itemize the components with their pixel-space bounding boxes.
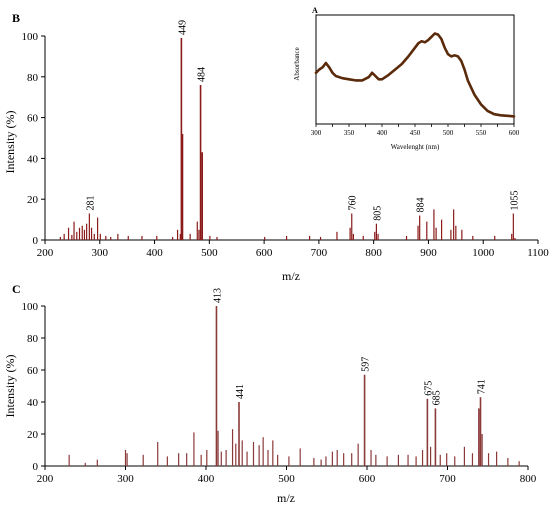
panel-c-peak-label: 413 [212,288,223,303]
panel-b-y-tick-label: 0 [33,235,39,247]
panel-a-x-tick-label: 450 [410,129,421,137]
panel-a-label: A [312,6,318,15]
panel-b-x-tick-label: 200 [37,247,54,259]
panel-b-axes: 200 300 400 500 600 700 800 900 1000 1100 0 20 40 60 8… [22,31,550,259]
panel-b-x-tick-label: 800 [365,247,382,259]
panel-b-peak-label: 449 [177,20,188,35]
panel-b-x-tick-label: 1000 [472,247,495,259]
panel-b-x-tick-label: 1100 [527,247,549,259]
panel-b-x-tick-label: 900 [420,247,437,259]
panel-a-x-tick-label: 400 [377,129,388,137]
panel-c-y-axis-title: Intensity (%) [3,355,17,418]
panel-c-peak-label: 441 [235,384,246,399]
panel-c-y-tick-label: 60 [27,365,39,377]
panel-c-y-tick-label: 100 [22,301,39,313]
panel-c-spectrum: C Intensity (%) m/z 200 300 400 500 600 700 80… [3,282,537,505]
panel-c-x-tick-label: 300 [117,473,134,485]
panel-b-peak-label: 884 [416,198,427,213]
panel-b-x-tick-label: 600 [256,247,273,259]
panel-b-peak-label: 281 [85,195,96,210]
panel-a-absorbance-curve [314,32,516,118]
panel-c-y-tick-label: 40 [27,397,39,409]
panel-c-peaks [68,306,520,466]
panel-b-y-tick-label: 80 [27,72,39,84]
panel-c-y-tick-label: 20 [27,429,39,441]
panel-c-x-tick-label: 400 [198,473,215,485]
panel-c-y-tick-label: 0 [33,461,39,473]
panel-c-peak-label: 597 [361,357,372,372]
panel-b-y-tick-label: 20 [27,194,39,206]
panel-a-x-tick-label: 550 [476,129,487,137]
panel-c-x-tick-label: 500 [278,473,295,485]
panel-c-label: C [12,282,21,296]
panel-a-x-tick-label: 350 [344,129,355,137]
panel-b-peak-label: 1055 [509,190,520,210]
panel-c-peak-label: 741 [477,379,488,394]
panel-b-x-tick-label: 400 [146,247,163,259]
panel-c-x-tick-label: 700 [439,473,456,485]
panel-c-x-tick-label: 200 [37,473,54,485]
panel-b-spectrum: B Intensity (%) m/z 200 300 400 500 600 700 80… [3,11,549,283]
panel-c-y-tick-label: 80 [27,333,39,345]
panel-b-peak-label: 484 [197,67,208,82]
panel-b-y-axis-title: Intensity (%) [3,111,17,174]
panel-a-axes: 300 350 400 450 500 550 600 [311,14,520,137]
panel-c-peak-label: 675 [423,381,434,396]
panel-a-x-tick-label: 500 [443,129,454,137]
panel-b-x-tick-label: 300 [92,247,109,259]
panel-b-y-tick-label: 60 [27,113,39,125]
panel-b-label: B [12,11,20,25]
panel-a-absorbance-inset: A Absorbance Wavelenght (nm) 300 350 400 45… [293,6,520,151]
panel-b-x-axis-title: m/z [282,269,300,283]
panel-b-x-tick-label: 500 [201,247,218,259]
panel-b-peaks [59,38,516,240]
panel-b-peak-labels: 449 484 281 760 805 884 1055 [85,20,520,221]
panel-b-y-tick-label: 100 [22,31,39,43]
panel-a-x-tick-label: 600 [509,129,520,137]
panel-c-x-tick-label: 600 [359,473,376,485]
panel-b-peak-label: 805 [372,206,383,221]
panel-b-peak-label: 760 [348,195,359,210]
panel-b-x-tick-label: 700 [311,247,328,259]
panel-c-x-axis-title: m/z [277,491,295,505]
panel-c-peak-label: 685 [431,390,442,405]
panel-a-x-tick-label: 300 [311,129,322,137]
panel-a-x-axis-title: Wavelenght (nm) [391,143,440,151]
panel-b-y-tick-label: 40 [27,153,39,165]
panel-a-y-axis-title: Absorbance [293,47,301,80]
panel-c-x-tick-label: 800 [520,473,537,485]
